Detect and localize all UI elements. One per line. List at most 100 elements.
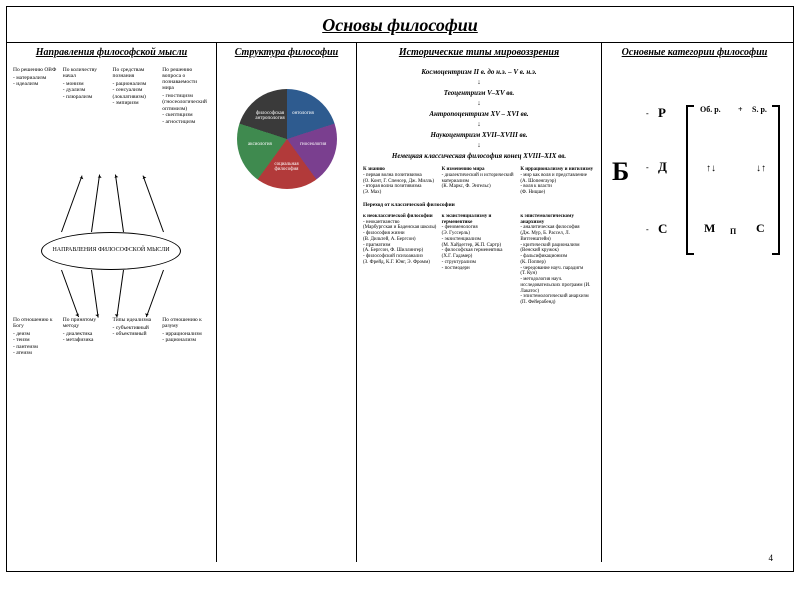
group-item: плюрализм (63, 94, 111, 101)
hist-cell: к экзистенциализму и герменевтике- феном… (442, 214, 517, 306)
group-item: идеализм (13, 81, 61, 88)
col3-title: Исторические типы мировоззрения (363, 47, 595, 59)
label-ob: Об. р. (700, 105, 721, 114)
dash: - (646, 163, 649, 172)
letter-c2: С (756, 221, 765, 236)
col-historical: Исторические типы мировоззрения Космоцен… (357, 43, 602, 562)
hist-cell: к неоклассической философии- неокантианс… (363, 214, 438, 306)
group-items: диалектикаметафизика (63, 331, 111, 344)
letter-d: Д (658, 159, 667, 175)
direction-group: По решению вопроса о познаваемости мираг… (162, 67, 210, 126)
hist-cell-header: к экзистенциализму и герменевтике (442, 214, 517, 226)
group-item: объективный (113, 331, 161, 338)
direction-group: По количеству начал монизмдуализмплюрализ… (63, 67, 111, 126)
page-number: 4 (769, 553, 774, 563)
group-item: дуализм (63, 87, 111, 94)
direction-group: Типы идеализма субъективныйобъективный (113, 317, 161, 357)
group-item: эмпиризм (113, 100, 161, 107)
group-header: Типы идеализма (113, 317, 161, 323)
group-item: рационализм (162, 337, 210, 344)
group-header: По количеству начал (63, 67, 111, 79)
arrow (61, 269, 79, 316)
arrow-down-icon: ↓ (363, 119, 595, 130)
timeline-item: Наукоцентризм XVII–XVIII вв. (363, 130, 595, 141)
group-item: агностицизм (162, 119, 210, 126)
pie-slice-label: онтология (286, 111, 320, 116)
hist-cell-text: - мир как воля и представление (А. Шопен… (520, 173, 595, 196)
group-items: материализмидеализм (13, 75, 61, 88)
group-header: По отношению к Богу (13, 317, 61, 329)
group-item: иррационализм (162, 331, 210, 338)
group-item: пантеизм (13, 344, 61, 351)
group-item: метафизика (63, 337, 111, 344)
group-item: деизм (13, 331, 61, 338)
direction-group: По принятому методудиалектикаметафизика (63, 317, 111, 357)
center-oval: НАПРАВЛЕНИЯ ФИЛОСОФСКОЙ МЫСЛИ (41, 232, 181, 270)
letter-c: С (658, 221, 667, 237)
timeline-item: Немецкая классическая философия конец XV… (363, 151, 595, 162)
letter-p: П (730, 227, 736, 236)
timeline-item: Теоцентризм V–XV вв. (363, 88, 595, 99)
group-items: деизмтеизмпантеизматеизм (13, 331, 61, 357)
hist-cell-text: - первая волна позитивизма (О. Конт, Г. … (363, 173, 438, 196)
group-item: теизм (13, 337, 61, 344)
group-header: По решению ОВФ (13, 67, 61, 73)
pie-slice-label: гносеология (296, 142, 330, 147)
col4-title: Основные категории философии (608, 47, 781, 59)
group-item: скептицизм (162, 112, 210, 119)
pie-slice-label: аксиология (243, 142, 277, 147)
direction-group: По решению ОВФ материализмидеализм (13, 67, 61, 126)
col-categories: Основные категории философии Б - Р - Д -… (602, 43, 787, 562)
dash: - (646, 109, 649, 118)
arrows-ud: ↑↓ (706, 163, 716, 174)
arrow (61, 175, 82, 232)
arrow (116, 269, 124, 317)
hist-row1: К знанию- первая волна позитивизма (О. К… (363, 167, 595, 196)
hist-row2: к неоклассической философии- неокантианс… (363, 214, 595, 306)
directions-diagram: По решению ОВФ материализмидеализмПо коли… (13, 67, 210, 527)
group-item: материализм (13, 75, 61, 82)
group-item: гностицизм (гносеологический оптимизм) (162, 93, 210, 113)
col2-title: Структура философии (223, 47, 350, 59)
group-items: субъективныйобъективный (113, 325, 161, 338)
col1-title: Направления философской мысли (13, 47, 210, 59)
hist-subtitle: Переход от классической философии (363, 202, 595, 208)
hist-cell-header: к эпистемологическому анархизму (520, 214, 595, 226)
arrow (146, 269, 164, 316)
arrow-down-icon: ↓ (363, 77, 595, 88)
group-items: рационализмсенсуализм (локлативизм)эмпир… (113, 81, 161, 107)
letter-m: М (704, 221, 715, 236)
columns-grid: Направления философской мысли По решению… (7, 42, 793, 562)
direction-group: По средствам познания рационализмсенсуали… (113, 67, 161, 126)
arrow-down-icon: ↓ (363, 140, 595, 151)
letter-r: Р (658, 105, 666, 121)
timeline: Космоцентризм II в. до н.э. – V в. н.э.↓… (363, 67, 595, 162)
group-item: атеизм (13, 350, 61, 357)
arrow (115, 174, 124, 232)
group-items: гностицизм (гносеологический оптимизм)ск… (162, 93, 210, 126)
group-header: По средствам познания (113, 67, 161, 79)
group-header: По отношению к разуму (162, 317, 210, 329)
hist-cell-header: к неоклассической философии (363, 214, 438, 220)
categories-diagram: Б - Р - Д - С Об. р. + S. p. ↑↓ ↓↑ М П С (608, 79, 781, 319)
group-item: монизм (63, 81, 111, 88)
hist-cell: К изменению мира- диалектический и истор… (442, 167, 517, 196)
pie-slice-label: социальная философия (270, 162, 304, 172)
arrows-du: ↓↑ (756, 163, 766, 174)
col-directions: Направления философской мысли По решению… (7, 43, 217, 562)
hist-cell: К иррационализму и нигилизму- мир как во… (520, 167, 595, 196)
pie-slice-label: философская антропология (253, 111, 287, 121)
arrow (91, 269, 99, 317)
group-item: сенсуализм (локлативизм) (113, 87, 161, 100)
timeline-item: Антропоцентризм XV – XVI вв. (363, 109, 595, 120)
group-header: По решению вопроса о познаваемости мира (162, 67, 210, 91)
hist-cell-text: - феноменология (Э. Гуссерль) - экзистен… (442, 225, 517, 271)
arrow-down-icon: ↓ (363, 98, 595, 109)
letter-b: Б (612, 157, 629, 187)
main-title: Основы философии (7, 7, 793, 42)
direction-group: По отношению к Богу деизмтеизмпантеизмате… (13, 317, 61, 357)
hist-cell-text: - диалектический и исторический материал… (442, 173, 517, 190)
direction-group: По отношению к разуму иррационализмрацион… (162, 317, 210, 357)
bracket-right (772, 105, 780, 255)
group-item: рационализм (113, 81, 161, 88)
